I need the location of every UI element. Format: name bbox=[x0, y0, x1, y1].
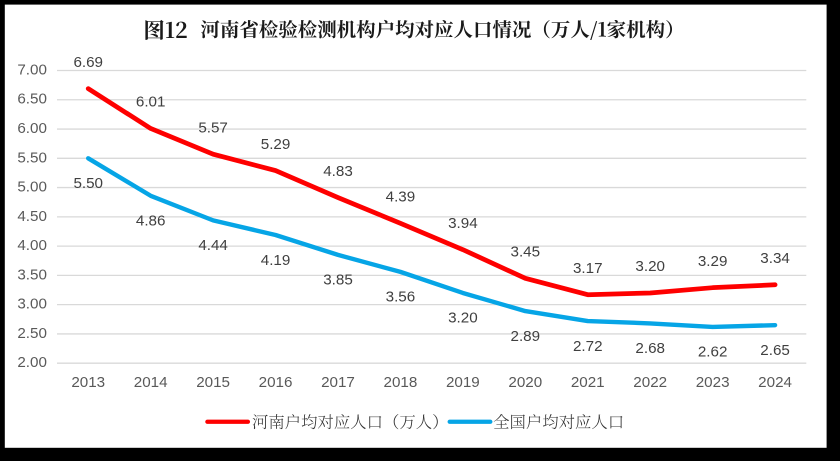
svg-text:2019: 2019 bbox=[446, 374, 480, 391]
svg-text:7.00: 7.00 bbox=[17, 61, 47, 78]
svg-text:3.45: 3.45 bbox=[511, 244, 541, 261]
svg-text:2.50: 2.50 bbox=[17, 325, 47, 342]
svg-text:2.62: 2.62 bbox=[698, 344, 728, 361]
svg-text:2023: 2023 bbox=[696, 374, 730, 391]
svg-text:5.50: 5.50 bbox=[17, 149, 47, 166]
svg-text:2014: 2014 bbox=[134, 374, 168, 391]
svg-text:2020: 2020 bbox=[508, 374, 542, 391]
svg-text:4.39: 4.39 bbox=[386, 189, 416, 206]
svg-text:6.00: 6.00 bbox=[17, 120, 47, 137]
svg-text:6.69: 6.69 bbox=[73, 54, 103, 71]
svg-text:2016: 2016 bbox=[259, 374, 293, 391]
svg-text:3.56: 3.56 bbox=[386, 289, 416, 306]
svg-text:4.50: 4.50 bbox=[17, 208, 47, 225]
svg-text:5.29: 5.29 bbox=[261, 136, 291, 153]
svg-text:4.00: 4.00 bbox=[17, 237, 47, 254]
svg-text:4.19: 4.19 bbox=[261, 252, 291, 269]
svg-text:5.57: 5.57 bbox=[198, 119, 228, 136]
svg-text:2.65: 2.65 bbox=[760, 342, 790, 359]
svg-text:2021: 2021 bbox=[571, 374, 605, 391]
svg-text:3.29: 3.29 bbox=[698, 253, 728, 270]
svg-text:2018: 2018 bbox=[384, 374, 418, 391]
svg-text:4.86: 4.86 bbox=[136, 213, 166, 230]
svg-text:2022: 2022 bbox=[633, 374, 667, 391]
svg-text:2.89: 2.89 bbox=[511, 328, 541, 345]
svg-text:3.20: 3.20 bbox=[448, 310, 478, 327]
svg-text:5.00: 5.00 bbox=[17, 179, 47, 196]
svg-text:2.00: 2.00 bbox=[17, 354, 47, 371]
svg-text:3.20: 3.20 bbox=[635, 258, 665, 275]
svg-text:2024: 2024 bbox=[758, 374, 792, 391]
svg-text:3.94: 3.94 bbox=[448, 215, 478, 232]
svg-text:4.83: 4.83 bbox=[323, 163, 353, 180]
svg-text:6.01: 6.01 bbox=[136, 94, 166, 111]
svg-text:4.44: 4.44 bbox=[198, 237, 228, 254]
svg-text:2017: 2017 bbox=[321, 374, 355, 391]
svg-text:2.72: 2.72 bbox=[573, 338, 603, 355]
svg-text:3.34: 3.34 bbox=[760, 250, 790, 267]
svg-text:3.17: 3.17 bbox=[573, 260, 603, 277]
svg-text:2.68: 2.68 bbox=[635, 340, 665, 357]
svg-text:3.85: 3.85 bbox=[323, 272, 353, 289]
svg-text:2013: 2013 bbox=[71, 374, 105, 391]
svg-text:2015: 2015 bbox=[196, 374, 230, 391]
svg-text:3.00: 3.00 bbox=[17, 296, 47, 313]
svg-text:5.50: 5.50 bbox=[73, 175, 103, 192]
svg-text:3.50: 3.50 bbox=[17, 266, 47, 283]
svg-text:6.50: 6.50 bbox=[17, 91, 47, 108]
